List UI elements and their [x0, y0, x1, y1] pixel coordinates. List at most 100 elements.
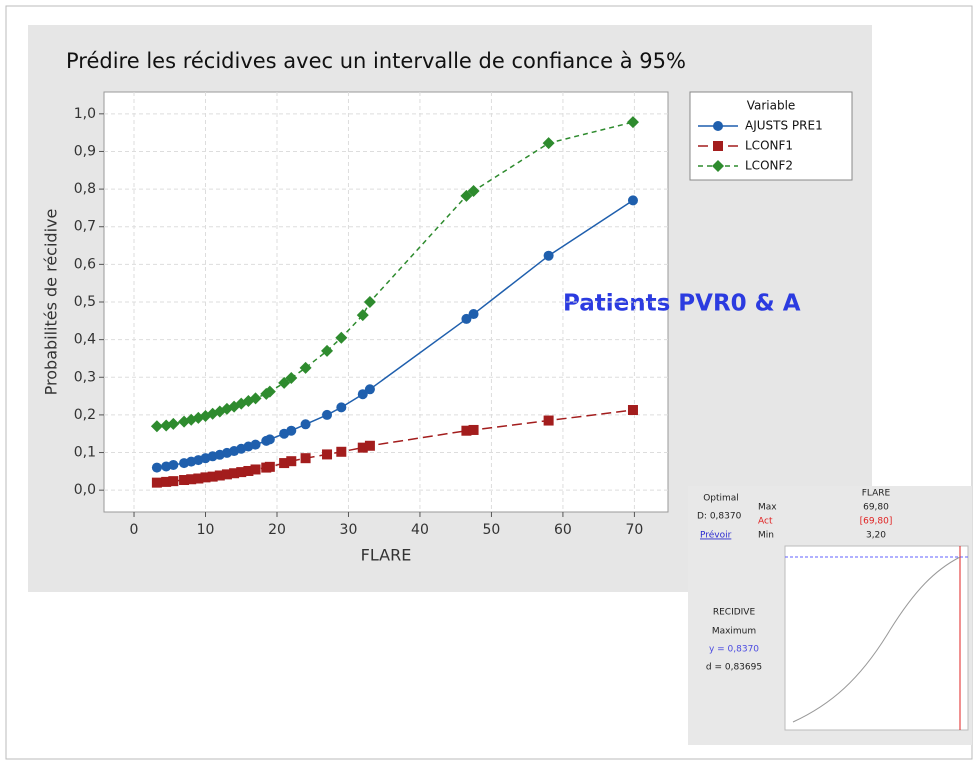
annotation: Patients PVR0 & A	[563, 291, 801, 317]
marker	[214, 470, 225, 481]
marker	[264, 461, 275, 472]
inset-label: Min	[758, 531, 774, 541]
x-axis-label: FLARE	[361, 546, 412, 565]
marker	[151, 477, 162, 488]
marker	[467, 184, 480, 197]
marker	[150, 420, 163, 433]
marker	[193, 473, 204, 484]
inset-curve	[792, 556, 961, 723]
marker	[243, 465, 254, 476]
marker	[278, 376, 291, 389]
x-tick-label: 10	[197, 522, 215, 538]
marker	[168, 476, 179, 487]
inset-label: Maximum	[712, 627, 756, 637]
marker	[249, 392, 262, 405]
marker	[168, 459, 179, 470]
inset-label: y = 0,8370	[709, 645, 759, 655]
marker	[279, 458, 290, 469]
marker	[300, 419, 311, 430]
x-tick-label: 40	[411, 522, 429, 538]
x-tick-label: 50	[483, 522, 501, 538]
marker	[250, 439, 261, 450]
marker	[151, 462, 162, 473]
y-tick-label: 0,8	[74, 181, 96, 197]
x-tick-label: 30	[340, 522, 358, 538]
inset-label: 3,20	[866, 531, 886, 541]
marker	[468, 424, 479, 435]
y-tick-label: 0,4	[74, 332, 96, 348]
inset-label: [69,80]	[860, 517, 893, 527]
inset-label: FLARE	[862, 489, 891, 499]
marker	[543, 415, 554, 426]
y-tick-label: 0,1	[74, 445, 96, 461]
marker	[468, 309, 479, 320]
marker	[299, 361, 312, 374]
marker	[460, 189, 473, 202]
marker	[229, 468, 240, 479]
marker	[357, 442, 368, 453]
y-tick-label: 0,3	[74, 369, 96, 385]
marker	[285, 372, 298, 385]
y-tick-label: 1,0	[74, 106, 96, 122]
y-axis-label: Probabilités de récidive	[42, 209, 61, 396]
inset-label: Act	[758, 517, 773, 527]
y-tick-label: 0,5	[74, 294, 96, 310]
marker	[357, 389, 368, 400]
marker	[461, 313, 472, 324]
legend: Variable AJUSTS PRE1 LCONF1 LCONF2	[689, 91, 853, 181]
x-tick-label: 0	[130, 522, 139, 538]
inset-label: RECIDIVE	[713, 608, 756, 618]
marker	[363, 296, 376, 308]
marker	[167, 417, 180, 430]
legend-label: LCONF1	[745, 139, 793, 153]
chart-title: Prédire les récidives avec un intervalle…	[66, 49, 686, 73]
marker	[322, 409, 333, 420]
marker	[186, 474, 197, 485]
marker	[626, 116, 639, 129]
marker	[207, 471, 218, 482]
marker	[200, 472, 211, 483]
marker	[286, 456, 297, 467]
y-tick-label: 0,2	[74, 407, 96, 423]
legend-marker	[713, 141, 723, 151]
marker	[322, 449, 333, 460]
x-tick-label: 20	[268, 522, 286, 538]
inset: Optimal D: 0,8370 Prévoir Max Act Min FL…	[688, 486, 972, 745]
marker	[286, 425, 297, 436]
legend-title: Variable	[747, 99, 796, 113]
marker	[627, 195, 638, 206]
inset-label: Optimal	[703, 494, 739, 504]
marker	[627, 405, 638, 416]
marker	[321, 344, 334, 357]
legend-marker	[712, 160, 724, 172]
marker	[461, 425, 472, 436]
predict-link[interactable]: Prévoir	[700, 530, 732, 541]
marker	[179, 475, 190, 486]
x-tick-label: 60	[554, 522, 572, 538]
y-tick-label: 0,0	[74, 482, 96, 498]
inset-label: Max	[758, 503, 777, 513]
y-tick-label: 0,6	[74, 256, 96, 272]
marker	[364, 440, 375, 451]
y-tick-label: 0,7	[74, 219, 96, 235]
marker	[543, 250, 554, 261]
marker	[264, 434, 275, 445]
marker	[336, 446, 347, 457]
marker	[542, 137, 555, 150]
inset-plot	[784, 545, 969, 731]
marker	[263, 385, 276, 398]
marker	[161, 476, 172, 487]
marker	[335, 331, 348, 344]
marker	[300, 453, 311, 464]
inset-label: 69,80	[863, 503, 889, 513]
legend-label: LCONF2	[745, 159, 793, 173]
x-tick-label: 70	[625, 522, 643, 538]
marker	[364, 384, 375, 395]
marker	[336, 402, 347, 413]
marker	[356, 309, 369, 322]
inset-label: d = 0,83695	[706, 663, 762, 673]
marker	[221, 469, 232, 480]
legend-label: AJUSTS PRE1	[745, 119, 823, 133]
marker	[250, 464, 261, 475]
